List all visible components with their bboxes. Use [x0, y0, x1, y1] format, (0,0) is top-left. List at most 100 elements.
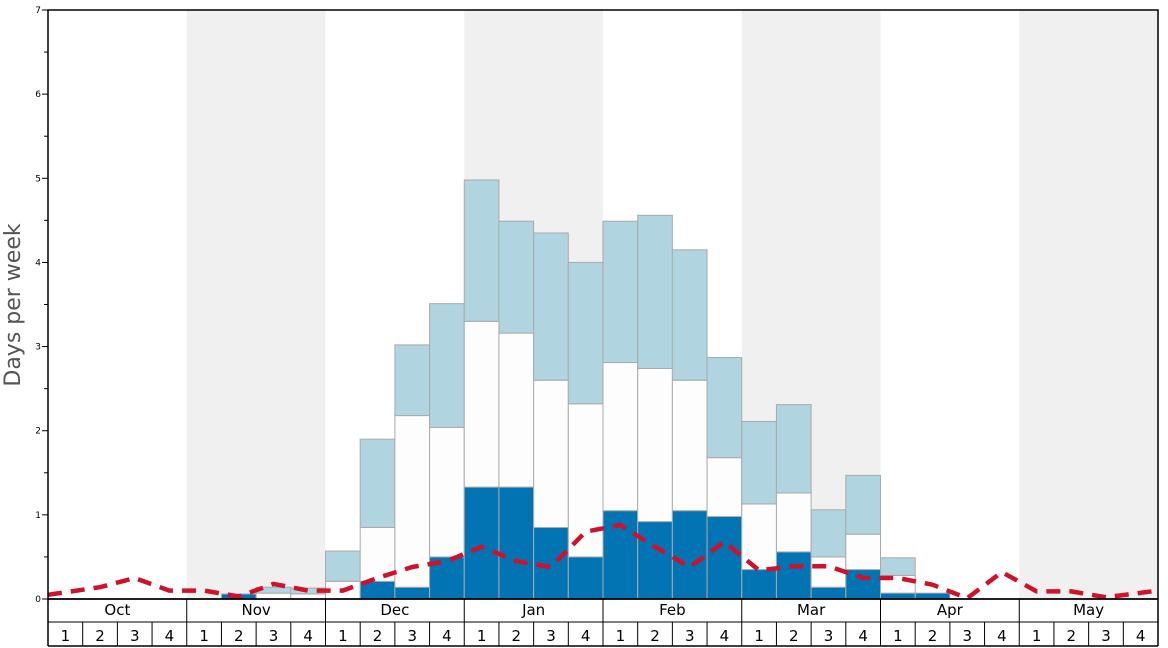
bar-segment — [498, 332, 535, 488]
week-label: 2 — [928, 627, 938, 645]
bar-segment — [637, 214, 673, 369]
bar-segment — [325, 550, 361, 582]
month-label: Dec — [380, 601, 409, 619]
week-label: 1 — [616, 627, 626, 645]
bar-segment — [394, 344, 431, 417]
bar-segment — [810, 509, 847, 558]
week-label: 3 — [824, 627, 834, 645]
week-label: 2 — [1067, 627, 1077, 645]
week-label: 4 — [442, 627, 452, 645]
month-label: Mar — [797, 601, 826, 619]
axes: Days per week — [1, 223, 26, 386]
week-label: 4 — [165, 627, 175, 645]
week-label: 4 — [858, 627, 868, 645]
bar-segment — [463, 320, 500, 488]
month-label: May — [1073, 601, 1104, 619]
bar-segment — [429, 303, 465, 428]
bar-segment — [671, 379, 708, 512]
bar-segment — [637, 367, 673, 523]
bar-segment — [775, 492, 812, 553]
month-label: Nov — [241, 601, 270, 619]
bar-segment — [706, 357, 743, 459]
bar-segment — [880, 592, 916, 600]
month-label: Jan — [521, 601, 545, 619]
bar-segment — [359, 438, 396, 528]
bar-segment — [741, 569, 777, 600]
bar-segment — [290, 593, 326, 600]
bar-segment — [637, 521, 673, 600]
bar-segment — [741, 503, 777, 571]
week-label: 2 — [95, 627, 105, 645]
week-label: 4 — [581, 627, 591, 645]
week-label: 3 — [269, 627, 279, 645]
bar-segment — [567, 403, 604, 558]
y-tick-label: 6 — [35, 90, 41, 100]
bar-segment — [394, 586, 431, 600]
bar-segment — [845, 533, 881, 571]
bar-segment — [567, 556, 604, 600]
week-label: 4 — [303, 627, 313, 645]
week-label: 3 — [546, 627, 556, 645]
week-label: 3 — [962, 627, 972, 645]
bar-segment — [394, 415, 431, 588]
bar-segment — [706, 457, 743, 518]
month-band — [1019, 10, 1158, 599]
week-label: 3 — [685, 627, 695, 645]
bar-segment — [602, 220, 639, 364]
bar-segment — [845, 569, 881, 600]
y-tick-label: 7 — [35, 6, 41, 16]
week-label: 1 — [893, 627, 903, 645]
week-label: 4 — [1136, 627, 1146, 645]
week-label: 2 — [650, 627, 660, 645]
bar-segment — [429, 426, 465, 558]
week-label: 3 — [130, 627, 140, 645]
y-tick-label: 2 — [35, 427, 41, 437]
bar-segment — [741, 420, 777, 505]
week-label: 2 — [789, 627, 799, 645]
y-tick-label: 1 — [35, 511, 41, 521]
y-tick-label: 4 — [35, 258, 41, 268]
bar-segment — [463, 486, 500, 600]
week-label: 2 — [234, 627, 244, 645]
trend-line-group — [47, 522, 1159, 601]
bar-segment — [914, 592, 951, 600]
bar-segment — [810, 586, 847, 600]
week-label: 1 — [477, 627, 487, 645]
x-axis: Oct 1 2 3 4 Nov 1 2 3 4 Dec 1 2 3 4 Jan 1 2 3 4 Feb 1 2 3 4 Mar 1 2… — [47, 598, 1159, 647]
bar-segment — [602, 362, 639, 512]
bar-segment — [775, 404, 812, 494]
bar-segment — [255, 592, 292, 600]
bar-segment — [533, 379, 569, 528]
y-tick-label: 3 — [35, 343, 41, 353]
week-label: 1 — [338, 627, 348, 645]
bar-segment — [498, 486, 535, 600]
bar-segment — [567, 261, 604, 405]
month-label: Oct — [104, 601, 130, 619]
trend-line — [47, 522, 1159, 601]
bar-segment — [671, 510, 708, 600]
bar-segment — [880, 557, 916, 576]
bar-segment — [845, 474, 881, 535]
y-tick-label: 5 — [35, 174, 41, 184]
week-label: 4 — [997, 627, 1007, 645]
week-label: 3 — [1101, 627, 1111, 645]
y-tick-label: 0 — [35, 595, 41, 605]
week-label: 1 — [754, 627, 764, 645]
week-label: 1 — [61, 627, 71, 645]
y-axis-label: Days per week — [1, 223, 26, 386]
week-label: 2 — [373, 627, 383, 645]
stacked-bars — [220, 179, 951, 600]
bar-segment — [706, 516, 743, 600]
bar-segment — [533, 232, 569, 381]
week-label: 3 — [407, 627, 417, 645]
week-label: 1 — [199, 627, 209, 645]
week-label: 2 — [512, 627, 522, 645]
bar-segment — [498, 220, 535, 334]
month-label: Apr — [937, 601, 964, 619]
bar-segment — [463, 179, 500, 322]
week-label: 4 — [720, 627, 730, 645]
month-label: Feb — [659, 601, 686, 619]
bar-segment — [775, 551, 812, 600]
month-band — [186, 10, 326, 599]
